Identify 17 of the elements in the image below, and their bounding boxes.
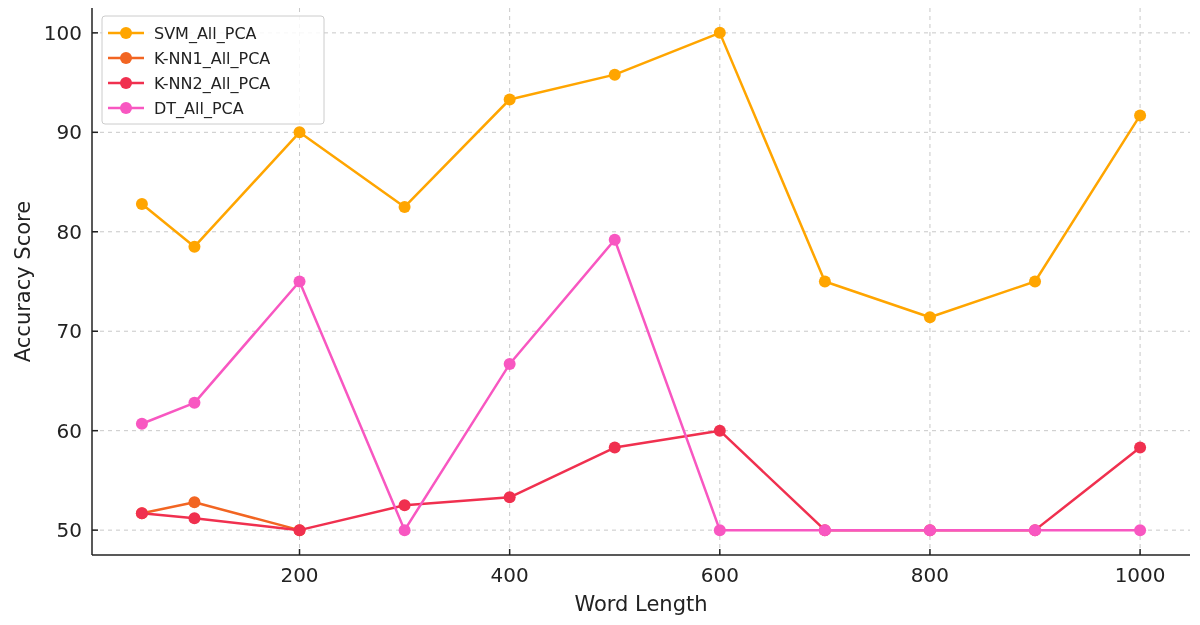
x-axis-title: Word Length (574, 592, 708, 616)
y-tick-label: 80 (56, 219, 82, 244)
y-tick-label: 90 (56, 120, 82, 145)
legend-label: SVM_All_PCA (154, 24, 257, 44)
y-tick-label: 50 (56, 518, 82, 543)
x-tick-label: 1000 (1114, 563, 1166, 587)
y-tick-label: 70 (56, 319, 82, 344)
x-tick-label: 200 (280, 563, 319, 587)
legend-label: DT_All_PCA (154, 99, 244, 119)
y-axis-title: Accuracy Score (11, 200, 35, 363)
y-tick-label: 100 (43, 20, 82, 45)
legend-label: K-NN1_All_PCA (154, 49, 271, 69)
y-tick-label: 60 (56, 418, 82, 443)
legend-label: K-NN2_All_PCA (154, 74, 271, 94)
x-tick-label: 400 (490, 563, 529, 587)
x-tick-label: 600 (700, 563, 739, 587)
x-tick-label: 800 (910, 563, 950, 587)
